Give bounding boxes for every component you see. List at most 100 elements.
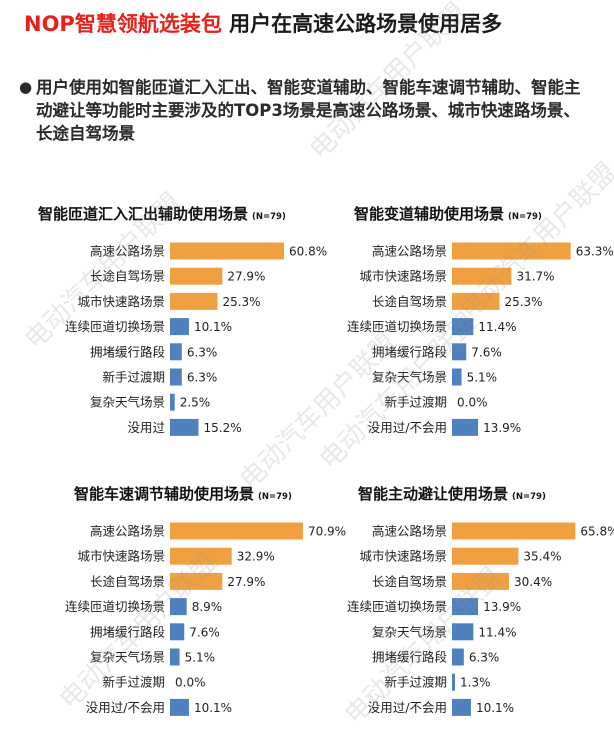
- bar: [170, 698, 189, 716]
- category-label: 复杂天气场景: [90, 650, 165, 665]
- bar-chart-svg: 高速公路场景 65.8% 城市快速路场景 35.4% 长途自驾场景 30.4% 连续匝道切换…: [347, 522, 614, 716]
- bar: [452, 242, 571, 260]
- value-label: 31.7%: [516, 270, 554, 284]
- value-label: 5.1%: [467, 371, 498, 385]
- category-label: 连续匝道切换场景: [65, 599, 165, 614]
- bar: [170, 393, 175, 411]
- category-label: 拥堵缓行路段: [372, 650, 447, 665]
- bar: [170, 318, 189, 336]
- value-label: 7.6%: [471, 345, 502, 359]
- bar: [452, 318, 474, 336]
- bullet-dot-icon: ●: [19, 78, 33, 96]
- value-label: 2.5%: [180, 396, 211, 410]
- bar: [452, 522, 576, 540]
- value-label: 13.9%: [483, 421, 521, 435]
- bar: [170, 418, 199, 436]
- value-label: 27.9%: [227, 575, 265, 589]
- page-title: NOP智慧领航选装包 用户在高速公路场景使用居多: [24, 8, 502, 38]
- value-label: 11.4%: [478, 320, 516, 334]
- category-label: 新手过渡期: [384, 395, 447, 410]
- value-label: 11.4%: [478, 625, 516, 639]
- bar: [452, 623, 474, 641]
- bar: [170, 242, 284, 260]
- chart-ramp-merge: 智能匝道汇入汇出辅助使用场景 (N=79) 高速公路场景 60.8% 长途自驾场景 27…: [38, 203, 338, 443]
- bar: [170, 267, 223, 285]
- value-label: 6.3%: [469, 651, 500, 665]
- category-label: 城市快速路场景: [77, 549, 165, 564]
- chart-lane-change: 智能变道辅助使用场景 (N=79) 高速公路场景 63.3% 城市快速路场景 31.7%…: [320, 203, 614, 443]
- category-label: 复杂天气场景: [90, 395, 165, 410]
- bar: [170, 368, 182, 386]
- value-label: 7.6%: [189, 625, 220, 639]
- bar: [170, 598, 187, 616]
- bar-chart-svg: 高速公路场景 70.9% 城市快速路场景 32.9% 长途自驾场景 27.9% 连续匝道切换…: [65, 522, 346, 716]
- value-label: 1.3%: [460, 676, 491, 690]
- bar: [452, 598, 479, 616]
- category-label: 新手过渡期: [102, 675, 165, 690]
- category-label: 长途自驾场景: [372, 574, 447, 589]
- bar: [452, 267, 512, 285]
- value-label: 63.3%: [576, 245, 614, 259]
- summary-bullet: ● 用户使用如智能匝道汇入汇出、智能变道辅助、智能车速调节辅助、智能主动避让等功…: [19, 76, 596, 145]
- category-label: 拥堵缓行路段: [372, 344, 447, 359]
- bar-chart-svg: 高速公路场景 63.3% 城市快速路场景 31.7% 长途自驾场景 25.3% 连续匝道切换…: [347, 242, 614, 436]
- bar-chart-svg: 高速公路场景 60.8% 长途自驾场景 27.9% 城市快速路场景 25.3% 连续匝道切换…: [65, 242, 327, 436]
- value-label: 5.1%: [185, 651, 216, 665]
- value-label: 30.4%: [514, 575, 552, 589]
- category-label: 连续匝道切换场景: [347, 319, 447, 334]
- category-label: 没用过: [127, 420, 165, 435]
- value-label: 8.9%: [192, 600, 223, 614]
- bar: [170, 572, 223, 590]
- summary-text: 用户使用如智能匝道汇入汇出、智能变道辅助、智能车速调节辅助、智能主动避让等功能时…: [36, 78, 581, 143]
- value-label: 0.0%: [175, 676, 206, 690]
- bar: [170, 343, 182, 361]
- bar: [170, 547, 232, 565]
- category-label: 高速公路场景: [90, 524, 165, 539]
- category-label: 城市快速路场景: [359, 549, 447, 564]
- chart-speed-adjust: 智能车速调节辅助使用场景 (N=79) 高速公路场景 70.9% 城市快速路场景 32.…: [38, 483, 346, 723]
- category-label: 高速公路场景: [372, 524, 447, 539]
- bar: [452, 698, 471, 716]
- value-label: 35.4%: [523, 550, 561, 564]
- category-label: 复杂天气场景: [372, 624, 447, 639]
- chart-title: 智能车速调节辅助使用场景 (N=79): [74, 485, 292, 503]
- category-label: 拥堵缓行路段: [90, 344, 165, 359]
- value-label: 60.8%: [289, 245, 327, 259]
- title-highlight: NOP智慧领航选装包: [24, 12, 222, 36]
- category-label: 城市快速路场景: [77, 294, 165, 309]
- bar: [452, 547, 519, 565]
- value-label: 10.1%: [194, 701, 232, 715]
- bar: [170, 648, 180, 666]
- value-label: 13.9%: [483, 600, 521, 614]
- category-label: 长途自驾场景: [90, 574, 165, 589]
- category-label: 新手过渡期: [102, 370, 165, 385]
- category-label: 长途自驾场景: [90, 269, 165, 284]
- bar: [452, 292, 500, 310]
- title-main: 用户在高速公路场景使用居多: [229, 12, 503, 36]
- category-label: 高速公路场景: [372, 244, 447, 259]
- category-label: 长途自驾场景: [372, 294, 447, 309]
- bar: [452, 418, 479, 436]
- category-label: 复杂天气场景: [372, 370, 447, 385]
- bar: [170, 522, 303, 540]
- value-label: 10.1%: [194, 320, 232, 334]
- chart-title: 智能变道辅助使用场景 (N=79): [354, 205, 542, 223]
- value-label: 27.9%: [227, 270, 265, 284]
- bar: [452, 572, 509, 590]
- category-label: 新手过渡期: [384, 675, 447, 690]
- value-label: 25.3%: [222, 295, 260, 309]
- category-label: 拥堵缓行路段: [90, 624, 165, 639]
- value-label: 10.1%: [476, 701, 514, 715]
- value-label: 70.9%: [308, 525, 346, 539]
- category-label: 高速公路场景: [90, 244, 165, 259]
- bar: [452, 648, 464, 666]
- bar: [452, 368, 462, 386]
- category-label: 没用过/不会用: [86, 700, 165, 715]
- category-label: 没用过/不会用: [368, 420, 447, 435]
- category-label: 连续匝道切换场景: [65, 319, 165, 334]
- value-label: 6.3%: [187, 371, 218, 385]
- category-label: 连续匝道切换场景: [347, 599, 447, 614]
- value-label: 0.0%: [457, 396, 488, 410]
- chart-title: 智能主动避让使用场景 (N=79): [358, 485, 546, 503]
- value-label: 6.3%: [187, 345, 218, 359]
